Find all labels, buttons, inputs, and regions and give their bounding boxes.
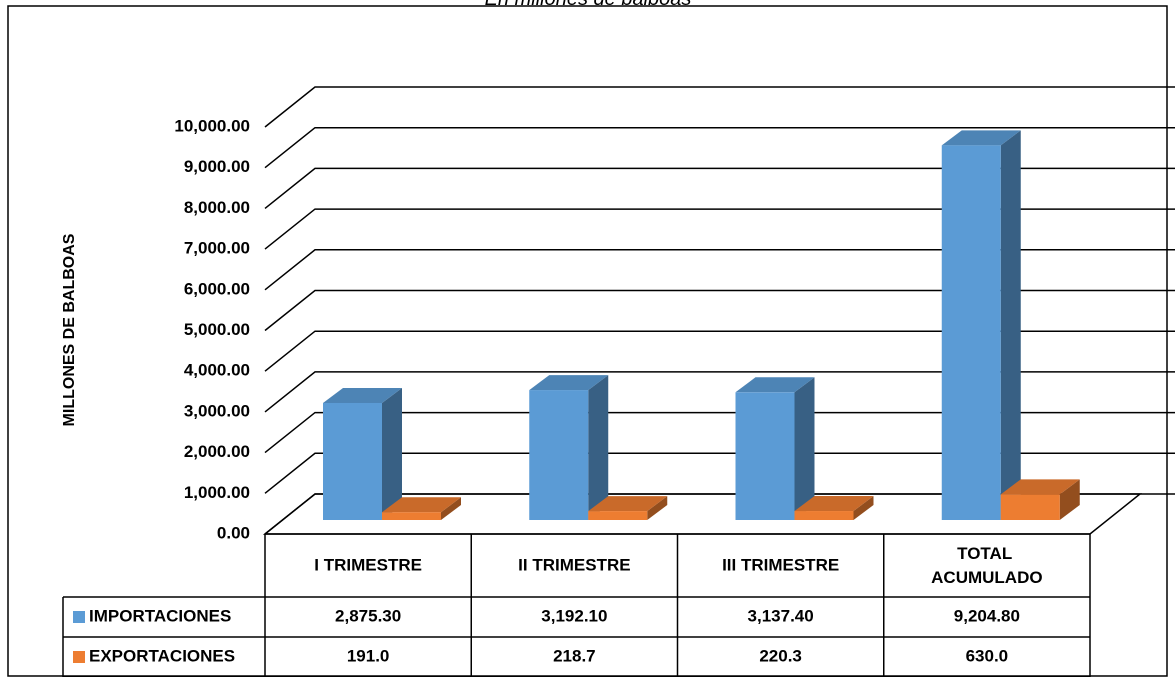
x-tick-label: III TRIMESTRE — [722, 555, 839, 574]
bar-front — [588, 511, 648, 520]
bar-top — [1000, 479, 1080, 495]
grid-line — [264, 289, 1175, 332]
grid-line — [264, 452, 1175, 494]
table-value: 3,192.10 — [541, 606, 607, 625]
legend-label: EXPORTACIONES — [89, 646, 235, 665]
grid-line — [264, 86, 1175, 128]
bar-front — [794, 511, 854, 520]
chart-subtitle: En millones de balboas — [485, 0, 692, 10]
y-tick-label: 0.00 — [217, 523, 250, 542]
y-tick-label: 4,000.00 — [184, 361, 250, 380]
table-value: 9,204.80 — [954, 606, 1020, 625]
bar-side — [1000, 130, 1021, 521]
bar — [735, 377, 815, 520]
grid-line — [264, 411, 1175, 454]
bar-top — [794, 496, 874, 512]
bar-top — [529, 375, 609, 391]
bar-side — [1059, 479, 1080, 520]
bar-side — [588, 375, 609, 520]
y-tick-label: 10,000.00 — [174, 116, 250, 135]
y-tick-label: 2,000.00 — [184, 442, 250, 461]
chart-frame — [7, 5, 1168, 677]
y-tick-label: 7,000.00 — [184, 239, 250, 258]
bar-top — [382, 497, 461, 513]
grid-line — [264, 167, 1175, 209]
bar-front — [529, 390, 589, 520]
bar — [794, 496, 874, 520]
bar — [1000, 479, 1080, 520]
bar-top — [588, 496, 668, 512]
bar-front — [382, 512, 441, 520]
bar-top — [941, 130, 1021, 146]
bar — [588, 496, 668, 520]
bar — [941, 130, 1021, 521]
table-value: 220.3 — [759, 646, 802, 665]
grid-line — [264, 330, 1175, 372]
bar-side — [382, 387, 402, 520]
bar — [323, 387, 402, 520]
grid-line — [264, 493, 1175, 535]
table-value: 630.0 — [966, 646, 1009, 665]
y-tick-label: 1,000.00 — [184, 483, 250, 502]
bar-front — [941, 145, 1001, 521]
y-tick-label: 6,000.00 — [184, 279, 250, 298]
table-value: 3,137.40 — [748, 606, 814, 625]
x-tick-label: I TRIMESTRE — [314, 555, 422, 574]
table-value: 218.7 — [553, 646, 596, 665]
bar-front — [735, 392, 795, 520]
bar-front — [1000, 494, 1060, 520]
legend-label: IMPORTACIONES — [89, 606, 231, 625]
bar-side — [853, 496, 874, 520]
table-value: 191.0 — [347, 646, 390, 665]
legend-swatch — [73, 611, 85, 623]
grid-line — [264, 126, 1175, 169]
grid-line — [264, 249, 1175, 291]
bar — [382, 497, 461, 520]
grid-line — [264, 208, 1175, 250]
y-tick-label: 3,000.00 — [184, 401, 250, 420]
x-tick-label: TOTAL ACUMULADO — [931, 544, 1042, 587]
bar-top — [323, 387, 402, 403]
bar-side — [794, 377, 815, 520]
bar-front — [323, 402, 382, 520]
y-axis-label: MILLONES DE BALBOAS — [61, 233, 78, 426]
bar — [529, 375, 609, 520]
bar-top — [735, 377, 815, 393]
table-value: 2,875.30 — [335, 606, 401, 625]
x-tick-label: II TRIMESTRE — [518, 555, 630, 574]
y-tick-label: 5,000.00 — [184, 320, 250, 339]
y-tick-label: 8,000.00 — [184, 198, 250, 217]
bar-side — [441, 497, 461, 520]
y-tick-label: 9,000.00 — [184, 157, 250, 176]
grid-line — [264, 371, 1175, 413]
legend-swatch — [73, 651, 85, 663]
bar-side — [647, 496, 668, 520]
